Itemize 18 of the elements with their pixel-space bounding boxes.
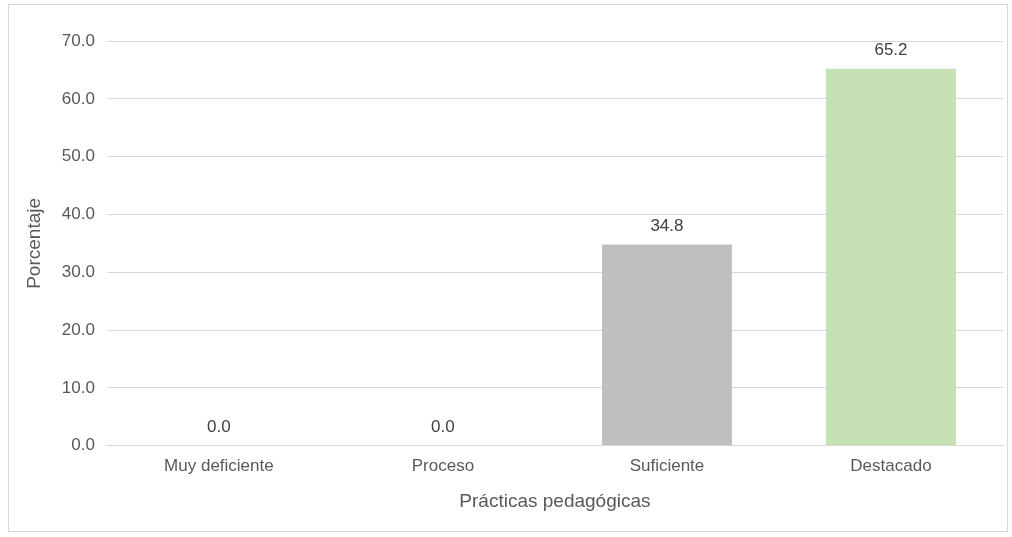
y-tick-label: 40.0 — [61, 204, 95, 224]
data-label: 65.2 — [874, 39, 908, 59]
data-label: 0.0 — [207, 416, 231, 436]
x-tick-label: Suficiente — [629, 455, 705, 475]
y-tick-label: 0.0 — [71, 435, 95, 455]
y-tick-label: 20.0 — [61, 319, 95, 339]
x-tick-label: Proceso — [411, 455, 475, 475]
data-label: 0.0 — [431, 416, 455, 436]
data-label: 34.8 — [650, 215, 684, 235]
y-tick-label: 10.0 — [61, 377, 95, 397]
x-tick-label: Destacado — [850, 455, 932, 475]
x-tick-label: Muy deficiente — [164, 455, 274, 475]
y-tick-label: 60.0 — [61, 88, 95, 108]
y-tick-label: 30.0 — [61, 262, 95, 281]
y-axis-title: Porcentaje — [22, 197, 44, 289]
x-axis-title: Prácticas pedagógicas — [459, 489, 651, 511]
y-tick-label: 50.0 — [61, 146, 95, 166]
y-tick-label: 70.0 — [61, 30, 95, 50]
